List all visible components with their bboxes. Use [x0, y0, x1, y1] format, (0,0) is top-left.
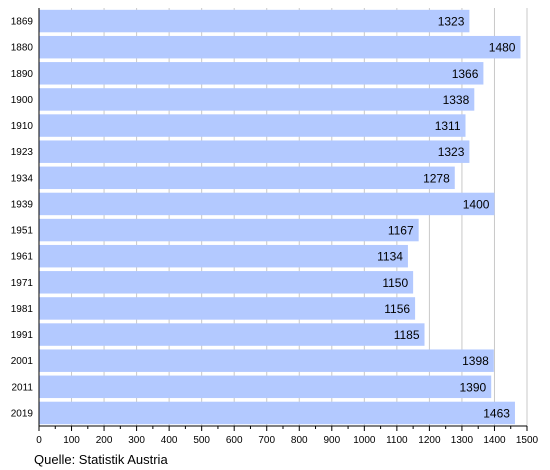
bar	[39, 323, 425, 346]
bar-value-label: 1156	[384, 302, 410, 316]
bar	[39, 140, 470, 163]
bar	[39, 401, 515, 425]
x-tick-label: 400	[161, 435, 178, 446]
category-label: 1900	[11, 95, 34, 106]
x-tick-label: 600	[226, 435, 243, 446]
bar-value-label: 1150	[382, 276, 408, 290]
bar-value-label: 1366	[452, 67, 479, 81]
bar	[39, 244, 408, 268]
x-tick-label: 1000	[353, 435, 376, 446]
category-label: 1951	[11, 226, 34, 237]
bar-value-label: 1323	[438, 145, 465, 159]
category-label: 1910	[11, 121, 34, 132]
x-tick-label: 500	[193, 435, 210, 446]
bar-value-label: 1311	[435, 119, 461, 133]
bar	[39, 192, 495, 216]
x-tick-label: 900	[323, 435, 340, 446]
x-tick-label: 1200	[418, 435, 441, 446]
bar	[39, 349, 494, 372]
category-label: 1869	[11, 17, 34, 28]
source-note: Quelle: Statistik Austria	[34, 452, 168, 467]
bar	[39, 35, 521, 59]
bar-value-label: 1400	[463, 197, 490, 211]
bar	[39, 114, 466, 137]
bar-value-label: 1338	[443, 93, 470, 107]
category-label: 1981	[11, 304, 34, 315]
x-tick-label: 1400	[483, 435, 506, 446]
bar	[39, 166, 455, 190]
bar	[39, 9, 470, 33]
category-label: 2001	[11, 356, 34, 367]
x-tick-label: 1300	[451, 435, 474, 446]
x-tick-label: 1500	[516, 435, 539, 446]
x-tick-label: 100	[63, 435, 80, 446]
bar-value-label: 1480	[489, 41, 516, 55]
y-axis-labels: 1869 1880 1890 1900 1910 1923 1934 1939 1951 1961…	[11, 17, 34, 420]
category-label: 1880	[11, 43, 34, 54]
bar	[39, 88, 475, 111]
bars: 1323 1480 1366 1338 1311 1323 1278 1400 1167 1134…	[39, 9, 521, 425]
x-tick-label: 200	[96, 435, 113, 446]
bar-value-label: 1185	[394, 328, 420, 342]
bar	[39, 297, 416, 320]
bar-value-label: 1167	[388, 224, 414, 238]
category-label: 1971	[11, 278, 34, 289]
bar	[39, 218, 419, 242]
bar	[39, 62, 484, 85]
category-label: 1890	[11, 69, 34, 80]
category-label: 1961	[11, 252, 34, 263]
bar-value-label: 1134	[377, 250, 403, 264]
bar	[39, 375, 492, 399]
x-tick-label: 700	[258, 435, 275, 446]
x-tick-label: 1100	[386, 435, 408, 446]
bar-value-label: 1390	[460, 380, 487, 394]
bar-value-label: 1278	[423, 171, 450, 185]
x-tick-label: 300	[128, 435, 145, 446]
category-label: 1934	[11, 173, 34, 184]
x-axis: 0 100 200 300 400 500 600 700 800 900 1000 1100 1200…	[36, 8, 539, 446]
bar-value-label: 1463	[483, 406, 510, 420]
x-tick-label: 800	[291, 435, 308, 446]
bar-value-label: 1398	[462, 354, 489, 368]
x-tick-label: 0	[36, 435, 42, 446]
category-label: 2019	[11, 408, 34, 419]
bar	[39, 271, 414, 294]
category-label: 1991	[11, 330, 34, 341]
category-label: 1939	[11, 199, 34, 210]
bar-value-label: 1323	[438, 15, 465, 29]
category-label: 2011	[11, 382, 33, 393]
category-label: 1923	[11, 147, 34, 158]
